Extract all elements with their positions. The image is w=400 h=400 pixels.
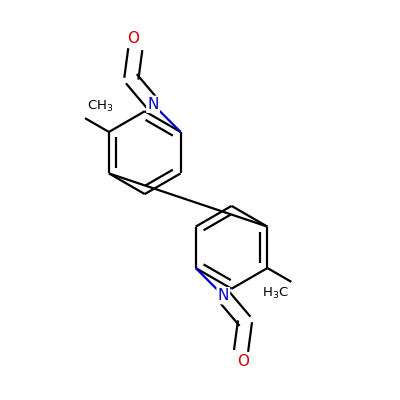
Text: O: O [237, 354, 249, 369]
Text: N: N [218, 288, 229, 303]
Text: N: N [147, 97, 159, 112]
Text: CH$_3$: CH$_3$ [87, 99, 114, 114]
Text: O: O [127, 31, 139, 46]
Text: H$_3$C: H$_3$C [262, 286, 289, 301]
